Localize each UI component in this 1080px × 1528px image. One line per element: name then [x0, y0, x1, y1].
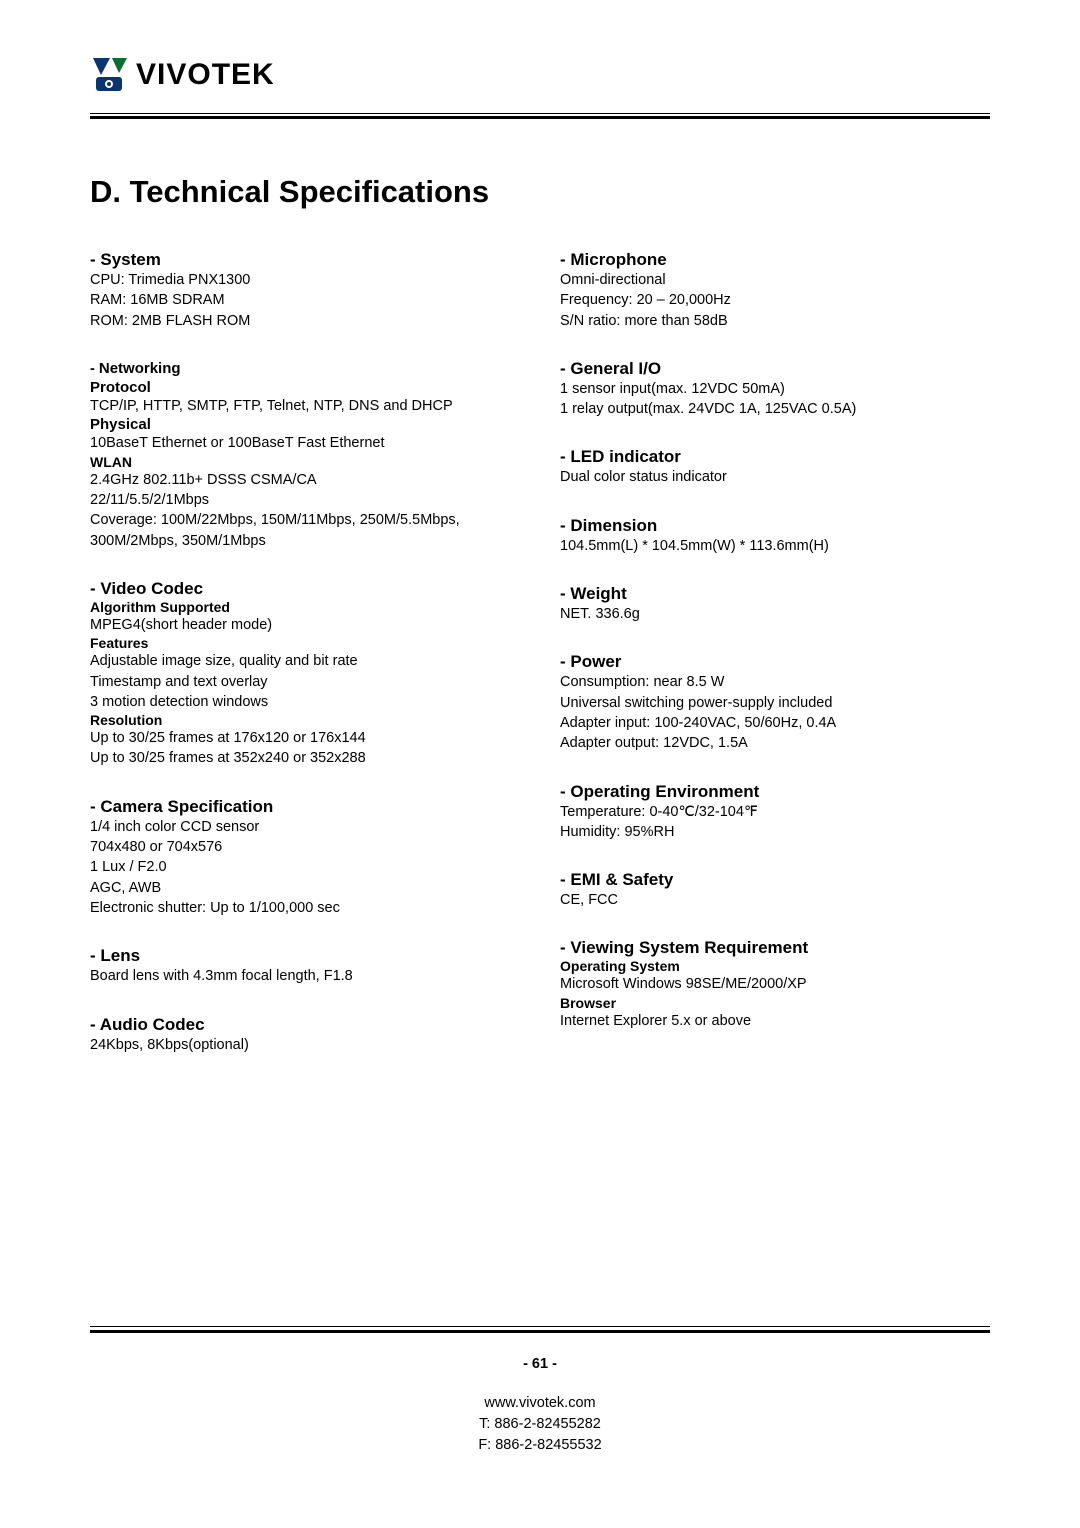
logo: VIVOTEK [90, 55, 990, 95]
spec-res-2: Up to 30/25 frames at 352x240 or 352x288 [90, 748, 520, 768]
page-title: D. Technical Specifications [90, 174, 990, 210]
section-head-emi: - EMI & Safety [560, 870, 990, 890]
spec-cam-3: 1 Lux / F2.0 [90, 857, 520, 877]
spec-env-1: Temperature: 0-40℃/32-104℉ [560, 802, 990, 822]
section-system: - System CPU: Trimedia PNX1300 RAM: 16MB… [90, 250, 520, 331]
section-head-dim: - Dimension [560, 516, 990, 536]
spec-led: Dual color status indicator [560, 467, 990, 487]
section-head-led: - LED indicator [560, 447, 990, 467]
sub-head-os: Operating System [560, 958, 990, 974]
footer-url: www.vivotek.com [0, 1393, 1080, 1414]
footer-rule-thick [90, 1330, 990, 1333]
spec-mic-1: Omni-directional [560, 270, 990, 290]
sub-head-algorithm: Algorithm Supported [90, 599, 520, 615]
section-head-view: - Viewing System Requirement [560, 938, 990, 958]
section-head-weight: - Weight [560, 584, 990, 604]
footer-fax: F: 886-2-82455532 [0, 1435, 1080, 1456]
spec-cam-2: 704x480 or 704x576 [90, 837, 520, 857]
spec-wlan-2: 22/11/5.5/2/1Mbps [90, 490, 520, 510]
section-lens: - Lens Board lens with 4.3mm focal lengt… [90, 946, 520, 986]
section-general-io: - General I/O 1 sensor input(max. 12VDC … [560, 359, 990, 420]
left-column: - System CPU: Trimedia PNX1300 RAM: 16MB… [90, 250, 520, 1083]
section-video-codec: - Video Codec Algorithm Supported MPEG4(… [90, 579, 520, 769]
section-head-networking: - Networking [90, 359, 520, 379]
footer: - 61 - www.vivotek.com T: 886-2-82455282… [0, 1354, 1080, 1456]
spec-power-3: Adapter input: 100-240VAC, 50/60Hz, 0.4A [560, 713, 990, 733]
section-head-mic: - Microphone [560, 250, 990, 270]
section-led: - LED indicator Dual color status indica… [560, 447, 990, 487]
spec-power-1: Consumption: near 8.5 W [560, 672, 990, 692]
sub-head-protocol: Protocol [90, 379, 520, 396]
logo-text: VIVOTEK [136, 58, 275, 92]
spec-io-2: 1 relay output(max. 24VDC 1A, 125VAC 0.5… [560, 399, 990, 419]
section-head-power: - Power [560, 652, 990, 672]
header-rule-thick [90, 116, 990, 119]
sub-head-physical: Physical [90, 416, 520, 433]
spec-feat-1: Adjustable image size, quality and bit r… [90, 651, 520, 671]
right-column: - Microphone Omni-directional Frequency:… [560, 250, 990, 1083]
spec-algo: MPEG4(short header mode) [90, 615, 520, 635]
section-weight: - Weight NET. 336.6g [560, 584, 990, 624]
section-viewing: - Viewing System Requirement Operating S… [560, 938, 990, 1031]
header-rule-thin [90, 113, 990, 114]
spec-cam-4: AGC, AWB [90, 878, 520, 898]
section-head-video: - Video Codec [90, 579, 520, 599]
section-head-io: - General I/O [560, 359, 990, 379]
spec-cam-1: 1/4 inch color CCD sensor [90, 817, 520, 837]
spec-browser: Internet Explorer 5.x or above [560, 1011, 990, 1031]
spec-power-4: Adapter output: 12VDC, 1.5A [560, 733, 990, 753]
sub-head-browser: Browser [560, 995, 990, 1011]
sub-head-features: Features [90, 635, 520, 651]
section-emi: - EMI & Safety CE, FCC [560, 870, 990, 910]
spec-weight: NET. 336.6g [560, 604, 990, 624]
spec-feat-3: 3 motion detection windows [90, 692, 520, 712]
spec-feat-2: Timestamp and text overlay [90, 672, 520, 692]
spec-power-2: Universal switching power-supply include… [560, 693, 990, 713]
spec-audio: 24Kbps, 8Kbps(optional) [90, 1035, 520, 1055]
spec-protocol: TCP/IP, HTTP, SMTP, FTP, Telnet, NTP, DN… [90, 396, 520, 416]
section-dimension: - Dimension 104.5mm(L) * 104.5mm(W) * 11… [560, 516, 990, 556]
spec-mic-3: S/N ratio: more than 58dB [560, 311, 990, 331]
spec-rom: ROM: 2MB FLASH ROM [90, 311, 520, 331]
spec-cpu: CPU: Trimedia PNX1300 [90, 270, 520, 290]
footer-rule-thin [90, 1326, 990, 1327]
spec-mic-2: Frequency: 20 – 20,000Hz [560, 290, 990, 310]
spec-env-2: Humidity: 95%RH [560, 822, 990, 842]
section-networking: - Networking Protocol TCP/IP, HTTP, SMTP… [90, 359, 520, 551]
spec-ram: RAM: 16MB SDRAM [90, 290, 520, 310]
spec-ethernet: 10BaseT Ethernet or 100BaseT Fast Ethern… [90, 433, 520, 453]
section-head-env: - Operating Environment [560, 782, 990, 802]
section-audio: - Audio Codec 24Kbps, 8Kbps(optional) [90, 1015, 520, 1055]
page-number: - 61 - [0, 1354, 1080, 1375]
sub-head-wlan: WLAN [90, 454, 520, 470]
section-camera: - Camera Specification 1/4 inch color CC… [90, 797, 520, 918]
spec-os: Microsoft Windows 98SE/ME/2000/XP [560, 974, 990, 994]
spec-emi: CE, FCC [560, 890, 990, 910]
section-head-audio: - Audio Codec [90, 1015, 520, 1035]
spec-lens: Board lens with 4.3mm focal length, F1.8 [90, 966, 520, 986]
page: VIVOTEK D. Technical Specifications - Sy… [0, 0, 1080, 1083]
section-env: - Operating Environment Temperature: 0-4… [560, 782, 990, 843]
section-head-system: - System [90, 250, 520, 270]
section-head-lens: - Lens [90, 946, 520, 966]
section-microphone: - Microphone Omni-directional Frequency:… [560, 250, 990, 331]
content-columns: - System CPU: Trimedia PNX1300 RAM: 16MB… [90, 250, 990, 1083]
footer-tel: T: 886-2-82455282 [0, 1414, 1080, 1435]
spec-wlan-1: 2.4GHz 802.11b+ DSSS CSMA/CA [90, 470, 520, 490]
spec-dim: 104.5mm(L) * 104.5mm(W) * 113.6mm(H) [560, 536, 990, 556]
spec-io-1: 1 sensor input(max. 12VDC 50mA) [560, 379, 990, 399]
section-head-camera: - Camera Specification [90, 797, 520, 817]
sub-head-resolution: Resolution [90, 712, 520, 728]
spec-cam-5: Electronic shutter: Up to 1/100,000 sec [90, 898, 520, 918]
footer-rules [90, 1326, 990, 1333]
section-power: - Power Consumption: near 8.5 W Universa… [560, 652, 990, 753]
spec-res-1: Up to 30/25 frames at 176x120 or 176x144 [90, 728, 520, 748]
spec-wlan-3: Coverage: 100M/22Mbps, 150M/11Mbps, 250M… [90, 510, 520, 551]
vivotek-logo-icon [90, 55, 130, 95]
